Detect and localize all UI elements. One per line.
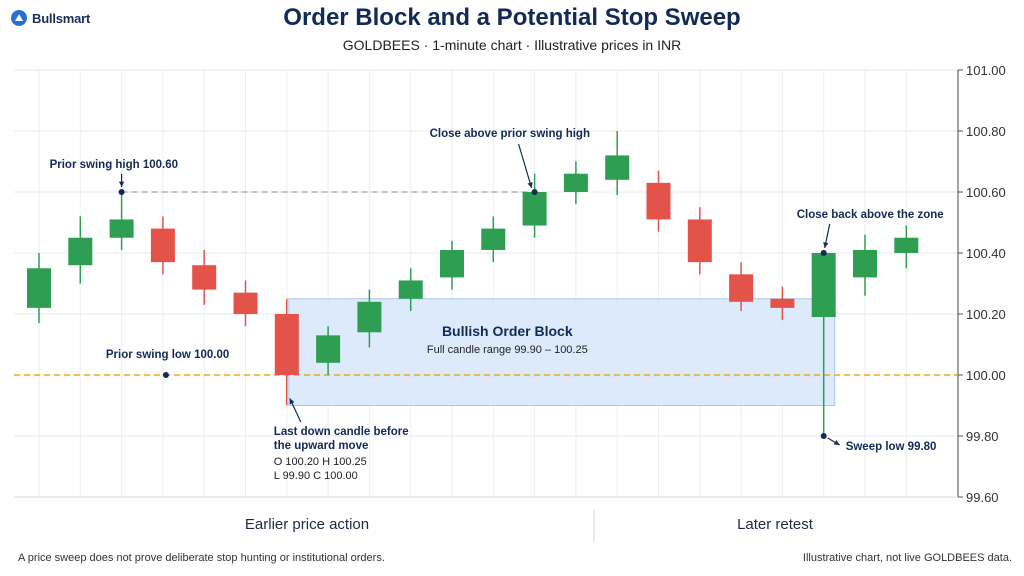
candle-body — [68, 237, 93, 266]
ohlc-readout-line2: L 99.90 C 100.00 — [274, 470, 358, 482]
candle-body — [316, 335, 341, 363]
y-tick-label: 100.20 — [966, 307, 1006, 322]
candle-body — [894, 237, 919, 253]
section-label-earlier: Earlier price action — [244, 516, 370, 533]
swing-low-point — [162, 372, 169, 378]
candle-body — [605, 155, 630, 180]
order-block-range-label: Full candle range 99.90 – 100.25 — [427, 344, 588, 356]
y-tick-label: 99.80 — [966, 429, 999, 444]
swing-high-arrow-head — [118, 181, 125, 187]
last-down-arrow-head — [289, 398, 295, 405]
close-back-annotation: Close back above the zone — [797, 209, 944, 221]
close-back-point — [820, 250, 827, 256]
sweep-low-arrow-head — [833, 440, 840, 445]
candle-body — [440, 249, 464, 278]
brand-name: Bullsmart — [32, 10, 91, 26]
sweep-low-point — [820, 433, 827, 439]
y-tick-label: 101.00 — [966, 63, 1006, 78]
candle-body — [233, 292, 258, 314]
y-tick-label: 100.60 — [966, 185, 1006, 200]
order-block-label: Bullish Order Block — [442, 323, 573, 339]
candle-body — [563, 173, 588, 192]
candle-body — [770, 298, 795, 308]
candle-body — [357, 301, 382, 333]
section-label-later: Later retest — [737, 516, 813, 533]
chart-subtitle: GOLDBEES · 1-minute chart · Illustrative… — [342, 37, 682, 53]
close-above-annotation: Close above prior swing high — [430, 128, 590, 140]
last-down-annotation-line1: Last down candle before — [274, 426, 409, 438]
footnote-source: Illustrative chart, not live GOLDBEES da… — [802, 552, 1012, 564]
swing-high-annotation: Prior swing high 100.60 — [50, 159, 178, 171]
candle-body — [481, 228, 506, 250]
candle-body — [27, 268, 51, 308]
bull-logo-icon — [11, 10, 27, 26]
brand-logo: Bullsmart — [10, 9, 90, 27]
y-tick-label: 100.40 — [966, 246, 1006, 261]
chart-title: Order Block and a Potential Stop Sweep — [283, 4, 741, 31]
close-above-arrow-head — [527, 182, 533, 188]
y-tick-label: 100.80 — [966, 124, 1006, 139]
candle-body — [192, 265, 217, 290]
y-tick-label: 99.60 — [966, 490, 999, 505]
close-above-point — [531, 189, 538, 195]
close-above-arrow — [518, 143, 533, 189]
ohlc-readout-line1: O 100.20 H 100.25 — [274, 456, 367, 468]
candle-body — [109, 219, 134, 238]
swing-high-point — [118, 189, 125, 195]
candle-body — [811, 253, 836, 318]
swing-low-annotation: Prior swing low 100.00 — [106, 349, 229, 361]
candle-body — [150, 228, 175, 263]
candle-body — [274, 314, 299, 375]
footnote-disclaimer: A price sweep does not prove deliberate … — [18, 552, 385, 564]
last-down-annotation-line2: the upward move — [274, 440, 369, 452]
sweep-low-annotation: Sweep low 99.80 — [846, 441, 937, 453]
candle-body — [853, 249, 877, 278]
candle-body — [522, 192, 547, 226]
y-tick-label: 100.00 — [966, 368, 1006, 383]
candle-body — [687, 219, 712, 263]
close-back-arrow-head — [823, 242, 829, 248]
candle-body — [646, 182, 671, 220]
candle-body — [729, 274, 754, 302]
candle-body — [398, 280, 423, 299]
